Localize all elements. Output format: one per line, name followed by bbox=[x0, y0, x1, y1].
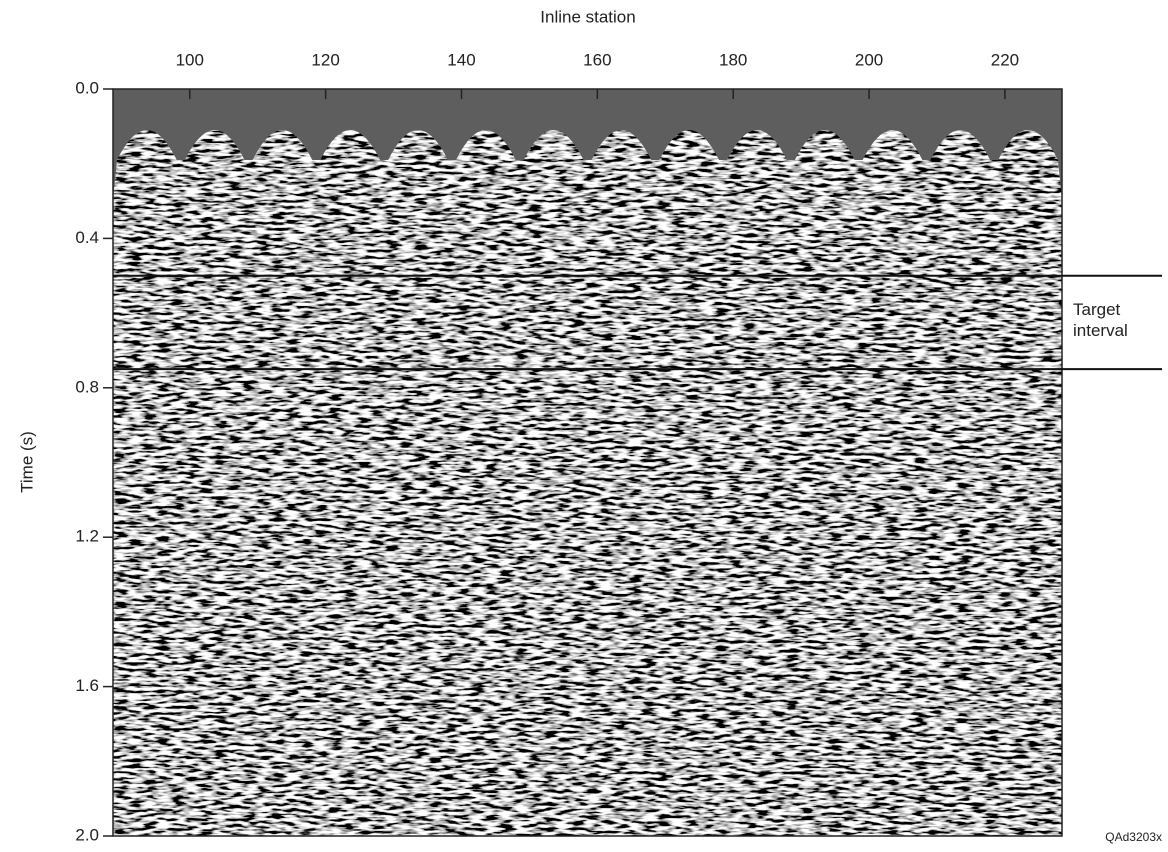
annotation-text: Target interval bbox=[1073, 300, 1128, 341]
seismic-image bbox=[113, 89, 1062, 836]
y-tick-label: 0.4 bbox=[75, 228, 99, 247]
x-tick-label: 120 bbox=[311, 50, 339, 69]
plot-frame bbox=[112, 88, 1063, 837]
y-tick-label: 0.8 bbox=[75, 377, 99, 396]
x-tick-label: 140 bbox=[447, 50, 475, 69]
x-tick-label: 100 bbox=[176, 50, 204, 69]
figure-id: QAd3203x bbox=[1105, 830, 1162, 844]
y-tick-label: 1.2 bbox=[75, 527, 99, 546]
x-tick-label: 180 bbox=[719, 50, 747, 69]
x-axis-title: Inline station bbox=[540, 7, 635, 26]
y-axis-title: Time (s) bbox=[17, 431, 36, 493]
y-tick-label: 0.0 bbox=[75, 78, 99, 97]
x-tick-label: 200 bbox=[855, 50, 883, 69]
x-tick-label: 220 bbox=[991, 50, 1019, 69]
y-tick-label: 2.0 bbox=[75, 825, 99, 844]
x-tick-label: 160 bbox=[583, 50, 611, 69]
y-tick-label: 1.6 bbox=[75, 676, 99, 695]
mute-zone bbox=[113, 89, 1062, 200]
